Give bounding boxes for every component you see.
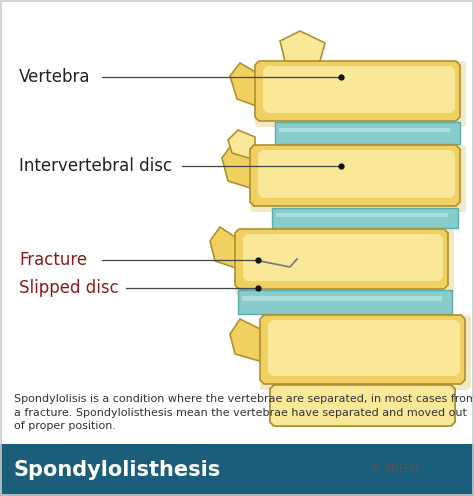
Polygon shape: [210, 227, 245, 271]
Polygon shape: [255, 61, 460, 121]
Polygon shape: [280, 31, 325, 61]
Text: Fracture: Fracture: [19, 251, 87, 269]
Polygon shape: [250, 145, 460, 206]
Polygon shape: [270, 385, 455, 426]
Text: Spondylolisis is a condition where the vertebrae are separated, in most cases fr: Spondylolisis is a condition where the v…: [14, 394, 474, 431]
Text: © PRIΞM: © PRIΞM: [370, 464, 419, 474]
Bar: [0, 444, 474, 496]
Text: Vertebra: Vertebra: [19, 68, 91, 86]
Polygon shape: [238, 290, 452, 314]
Polygon shape: [230, 63, 265, 109]
FancyBboxPatch shape: [250, 145, 466, 212]
Polygon shape: [258, 150, 455, 198]
Polygon shape: [275, 122, 460, 144]
Polygon shape: [276, 213, 448, 217]
Polygon shape: [243, 234, 443, 281]
FancyBboxPatch shape: [260, 315, 471, 390]
Text: Intervertebral disc: Intervertebral disc: [19, 157, 172, 175]
Text: Spondylolisthesis: Spondylolisthesis: [14, 460, 221, 480]
Polygon shape: [242, 296, 442, 301]
Polygon shape: [222, 144, 260, 191]
FancyBboxPatch shape: [235, 229, 454, 295]
Polygon shape: [260, 315, 465, 384]
Polygon shape: [263, 66, 455, 113]
Polygon shape: [270, 385, 455, 426]
Polygon shape: [272, 208, 458, 228]
FancyBboxPatch shape: [255, 61, 466, 127]
Polygon shape: [279, 127, 450, 132]
Polygon shape: [228, 130, 255, 160]
Polygon shape: [230, 319, 270, 364]
Polygon shape: [235, 229, 448, 289]
Polygon shape: [268, 320, 460, 376]
Text: Slipped disc: Slipped disc: [19, 279, 118, 297]
